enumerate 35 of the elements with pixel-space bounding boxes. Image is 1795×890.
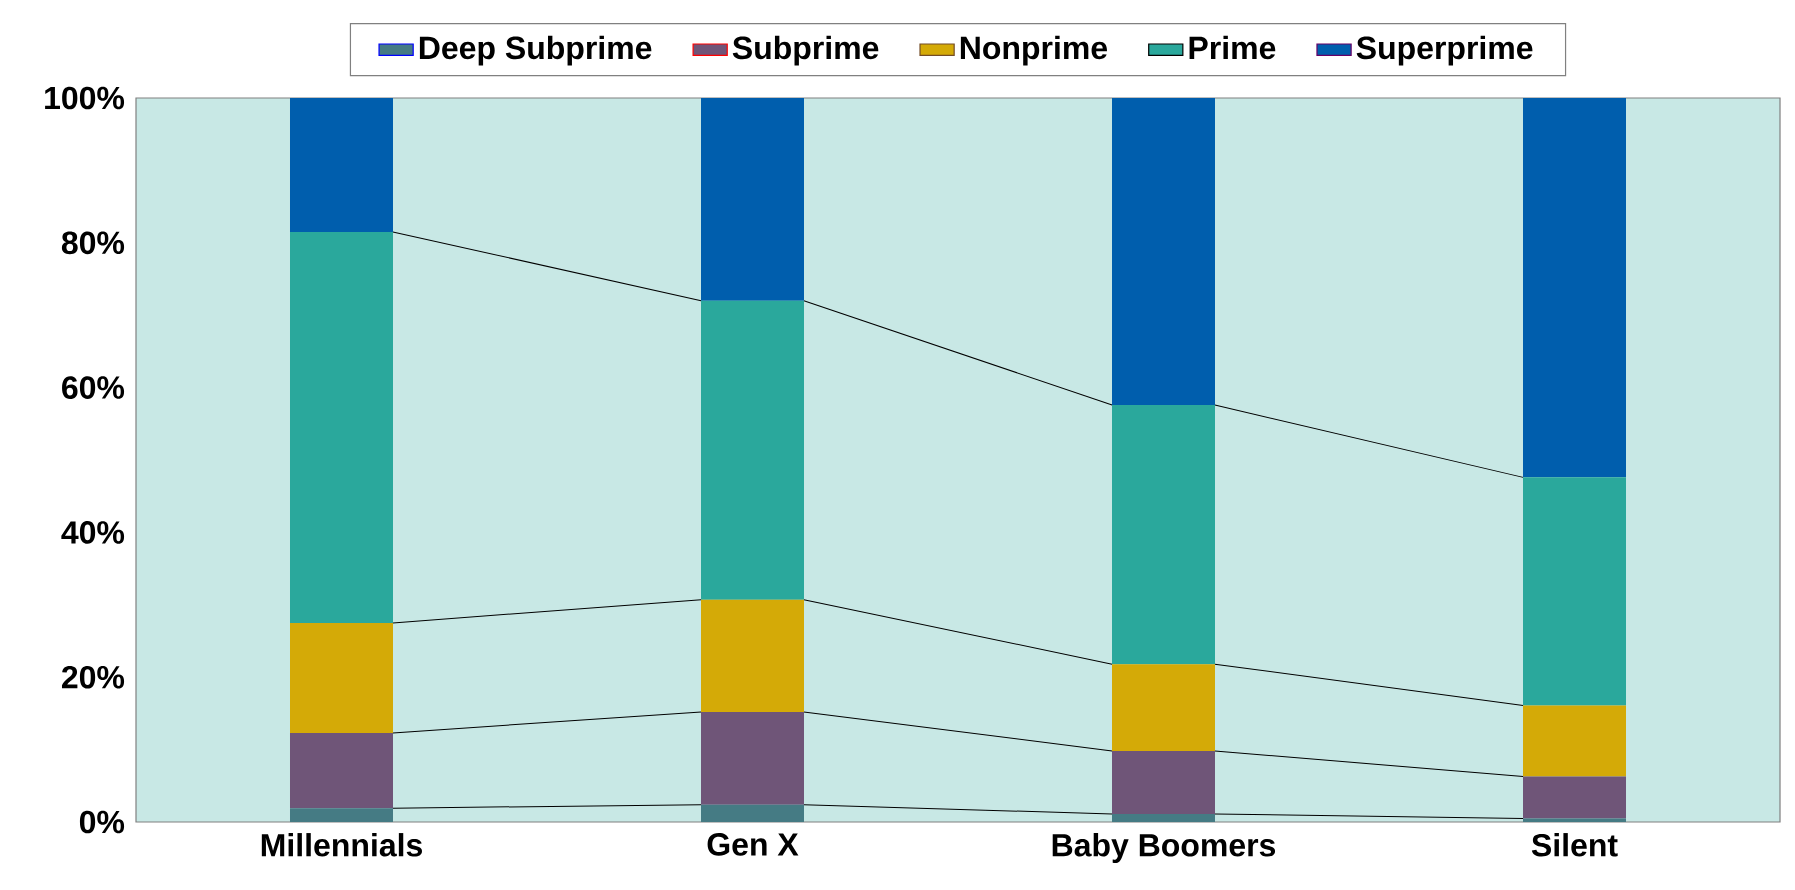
bar bbox=[290, 808, 393, 822]
bar bbox=[701, 300, 804, 600]
x-tick-label: Silent bbox=[1531, 833, 1618, 857]
bar bbox=[701, 804, 804, 822]
bar bbox=[1112, 98, 1215, 405]
bar bbox=[1523, 705, 1627, 777]
bar bbox=[290, 231, 393, 623]
legend-label: Deep Subprime bbox=[419, 35, 652, 66]
legend-label: Nonprime bbox=[960, 35, 1107, 66]
bar bbox=[1523, 98, 1627, 478]
y-tick-label: 20% bbox=[61, 665, 125, 689]
bar bbox=[1112, 404, 1215, 665]
bar bbox=[701, 711, 804, 805]
bar bbox=[701, 599, 804, 712]
bar bbox=[1112, 751, 1215, 815]
y-tick-label: 80% bbox=[61, 231, 125, 255]
bar bbox=[1112, 664, 1215, 752]
bar bbox=[290, 732, 393, 809]
bar bbox=[1523, 776, 1627, 819]
y-tick-label: 60% bbox=[62, 376, 125, 399]
bar bbox=[1112, 814, 1215, 822]
y-tick-label: 100% bbox=[45, 86, 125, 110]
bar bbox=[701, 98, 804, 301]
x-tick-label: Baby Boomers bbox=[1052, 833, 1276, 863]
bar bbox=[1523, 818, 1627, 822]
x-tick-label: Gen X bbox=[707, 833, 799, 856]
y-tick-label: 40% bbox=[61, 521, 125, 544]
x-tick-label: Millennials bbox=[261, 833, 422, 857]
bar bbox=[290, 98, 393, 232]
bar bbox=[290, 622, 393, 733]
y-tick-label: 0% bbox=[79, 810, 125, 834]
legend-label: Superprime bbox=[1356, 35, 1533, 66]
bar bbox=[1523, 477, 1627, 706]
legend-label: Prime bbox=[1189, 35, 1276, 60]
legend-label: Subprime bbox=[732, 35, 879, 66]
